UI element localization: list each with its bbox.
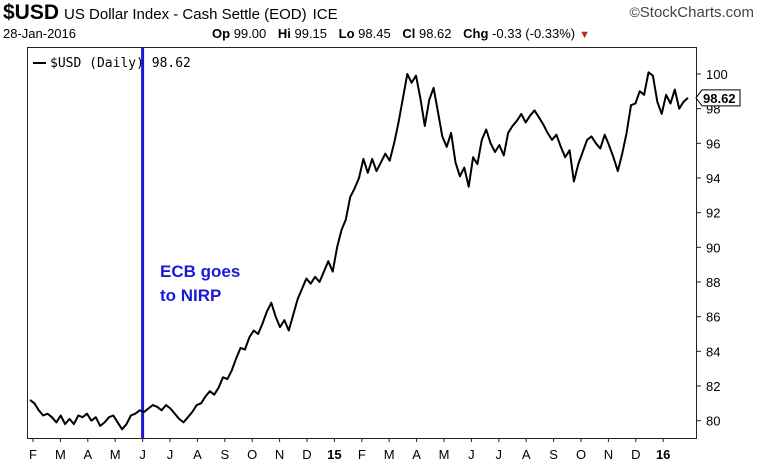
last-value-tag-shape	[695, 89, 741, 107]
legend: $USD (Daily) 98.62	[33, 56, 191, 71]
x-tick-label: M	[384, 447, 395, 462]
x-tick-label: A	[83, 447, 92, 462]
x-tick-label: O	[247, 447, 257, 462]
down-triangle-icon: ▼	[579, 29, 591, 41]
change-label: Chg	[463, 26, 489, 41]
x-tick-label: N	[275, 447, 284, 462]
close-value: 98.62	[418, 26, 452, 41]
y-tick-label: 84	[706, 344, 720, 359]
change-value: -0.33 (-0.33%)	[492, 26, 576, 41]
x-tick-label: 15	[327, 447, 341, 462]
exchange: ICE	[312, 6, 338, 23]
copyright-icon: ©	[629, 4, 640, 20]
y-tick-label: 86	[706, 310, 720, 325]
instrument-description: US Dollar Index - Cash Settle (EOD)	[64, 6, 307, 23]
x-tick-label: M	[439, 447, 450, 462]
x-axis: F M A M J J A S O N D 15 F M A M J J A S O N D 16	[29, 438, 670, 462]
y-tick-label: 88	[706, 275, 720, 290]
y-tick-label: 90	[706, 240, 720, 255]
legend-label: $USD (Daily) 98.62	[50, 56, 191, 71]
chart-date: 28-Jan-2016	[3, 26, 76, 41]
x-tick-label: A	[522, 447, 531, 462]
x-tick-label: J	[468, 447, 475, 462]
x-tick-label: J	[139, 447, 146, 462]
open-value: 99.00	[233, 26, 267, 41]
x-tick-label: S	[549, 447, 558, 462]
last-value-tag: 98.62	[695, 89, 741, 107]
y-tick-label: 94	[706, 171, 720, 186]
x-tick-label: M	[55, 447, 66, 462]
plot-frame	[27, 47, 697, 439]
annotation-line-2: to NIRP	[160, 286, 221, 305]
low-label: Lo	[338, 26, 355, 41]
y-tick-label: 82	[706, 379, 720, 394]
x-tick-label: D	[302, 447, 311, 462]
symbol: $USD	[3, 1, 60, 24]
chart-header-title: $USD US Dollar Index - Cash Settle (EOD) I…	[3, 1, 338, 25]
x-tick-label: O	[576, 447, 586, 462]
brand-name: StockCharts.com	[639, 4, 754, 21]
x-tick-label: D	[631, 447, 640, 462]
annotation-line-1: ECB goes	[160, 262, 240, 281]
x-tick-label: J	[167, 447, 174, 462]
high-label: Hi	[277, 26, 291, 41]
high-value: 99.15	[294, 26, 328, 41]
x-tick-label: A	[412, 447, 421, 462]
x-tick-label: F	[358, 447, 366, 462]
brand-logo: ©StockCharts.com	[629, 4, 754, 21]
x-tick-label: N	[604, 447, 613, 462]
y-tick-label: 100	[706, 67, 728, 82]
x-tick-label: 16	[656, 447, 670, 462]
low-value: 98.45	[358, 26, 391, 41]
open-label: Op	[212, 26, 231, 41]
y-tick-label: 96	[706, 136, 720, 151]
last-value-label: 98.62	[703, 91, 736, 106]
close-label: Cl	[402, 26, 416, 41]
x-tick-label: J	[496, 447, 503, 462]
y-tick-label: 92	[706, 206, 720, 221]
y-tick-label: 80	[706, 414, 720, 429]
x-tick-label: M	[110, 447, 121, 462]
x-tick-label: F	[29, 447, 37, 462]
price-series-line	[29, 71, 689, 431]
x-tick-label: S	[220, 447, 229, 462]
ohlc-readout: Op 99.00 Hi 99.15 Lo 98.45 Cl 98.62 Chg …	[212, 26, 590, 41]
x-tick-label: A	[193, 447, 202, 462]
